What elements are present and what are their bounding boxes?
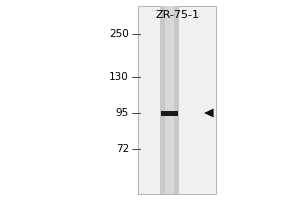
Bar	[160, 6, 178, 194]
Bar	[138, 6, 216, 194]
Text: 72: 72	[116, 144, 129, 154]
Polygon shape	[204, 109, 214, 117]
Bar	[166, 6, 173, 194]
Text: ZR-75-1: ZR-75-1	[155, 10, 199, 20]
Text: 250: 250	[109, 29, 129, 39]
Bar	[161, 110, 178, 116]
Text: 95: 95	[116, 108, 129, 118]
Text: 130: 130	[109, 72, 129, 82]
